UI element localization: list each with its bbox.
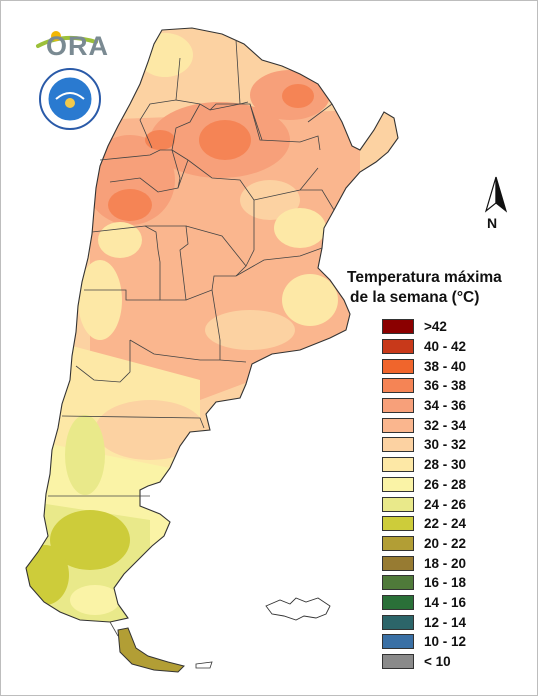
legend-item: 18 - 20: [382, 553, 502, 573]
legend-label: 20 - 22: [424, 535, 467, 551]
legend-item: 24 - 26: [382, 494, 502, 514]
legend-label: 24 - 26: [424, 496, 467, 512]
legend-swatch: [382, 634, 414, 650]
legend-title-line-1: Temperatura máxima: [347, 269, 502, 286]
legend-label: 34 - 36: [424, 398, 467, 414]
legend-swatch: [382, 575, 414, 591]
legend-label: 14 - 16: [424, 594, 467, 610]
north-arrow-icon: [484, 176, 508, 213]
legend-item: 28 - 30: [382, 455, 502, 475]
ora-logo: ORA: [34, 28, 114, 64]
isla-estados: [195, 661, 213, 669]
legend-item: 38 - 40: [382, 356, 502, 376]
legend-label: 22 - 24: [424, 516, 467, 532]
legend-swatch: [382, 555, 414, 571]
north-arrow-label: N: [487, 215, 498, 231]
legend-items: >42 40 - 42 38 - 40 36 - 38 34 - 36 32 - 34 30…: [382, 317, 502, 671]
ora-logo-text: ORA: [46, 31, 109, 61]
legend-label: 32 - 34: [424, 417, 467, 433]
argentina-outline: [25, 27, 399, 623]
legend-swatch: [382, 516, 414, 532]
legend-label: 18 - 20: [424, 555, 467, 571]
legend: Temperatura máxima de la semana (°C) >42…: [344, 268, 504, 670]
legend-swatch: [382, 457, 414, 473]
legend-swatch: [382, 535, 414, 551]
legend-item: 26 - 28: [382, 475, 502, 495]
legend-label: 40 - 42: [424, 339, 467, 355]
legend-swatch: [382, 378, 414, 394]
legend-item: 22 - 24: [382, 514, 502, 534]
legend-swatch: [382, 476, 414, 492]
legend-swatch: [382, 358, 414, 374]
legend-swatch: [382, 398, 414, 414]
legend-swatch: [382, 614, 414, 630]
legend-label: 36 - 38: [424, 378, 467, 394]
legend-item: 30 - 32: [382, 435, 502, 455]
legend-label: < 10: [424, 654, 451, 670]
tierra-del-fuego: [117, 627, 185, 673]
legend-label: 30 - 32: [424, 437, 467, 453]
legend-item: 34 - 36: [382, 396, 502, 416]
islas-malvinas: [265, 597, 331, 621]
legend-item: >42: [382, 317, 502, 337]
province-boundaries: [48, 39, 335, 637]
legend-item: 20 - 22: [382, 534, 502, 554]
legend-item: 16 - 18: [382, 573, 502, 593]
legend-swatch: [382, 496, 414, 512]
smn-seal: [38, 67, 102, 131]
legend-label: 12 - 14: [424, 614, 467, 630]
legend-label: 26 - 28: [424, 476, 467, 492]
legend-label: >42: [424, 319, 447, 335]
legend-swatch: [382, 437, 414, 453]
legend-label: 28 - 30: [424, 457, 467, 473]
legend-item: 14 - 16: [382, 593, 502, 613]
legend-swatch: [382, 339, 414, 355]
legend-item: 12 - 14: [382, 612, 502, 632]
legend-item: 32 - 34: [382, 415, 502, 435]
legend-label: 10 - 12: [424, 634, 467, 650]
legend-swatch: [382, 654, 414, 670]
legend-item: 40 - 42: [382, 337, 502, 357]
north-arrow: [478, 175, 514, 233]
legend-label: 16 - 18: [424, 575, 467, 591]
legend-swatch: [382, 417, 414, 433]
legend-item: 36 - 38: [382, 376, 502, 396]
legend-title-line-2: de la semana (°C): [350, 289, 480, 306]
legend-label: 38 - 40: [424, 358, 467, 374]
smn-seal-icon: [39, 68, 101, 130]
legend-item: 10 - 12: [382, 632, 502, 652]
ora-swoosh-icon: [36, 31, 98, 48]
legend-swatch: [382, 594, 414, 610]
legend-item: < 10: [382, 652, 502, 672]
legend-swatch: [382, 319, 414, 335]
